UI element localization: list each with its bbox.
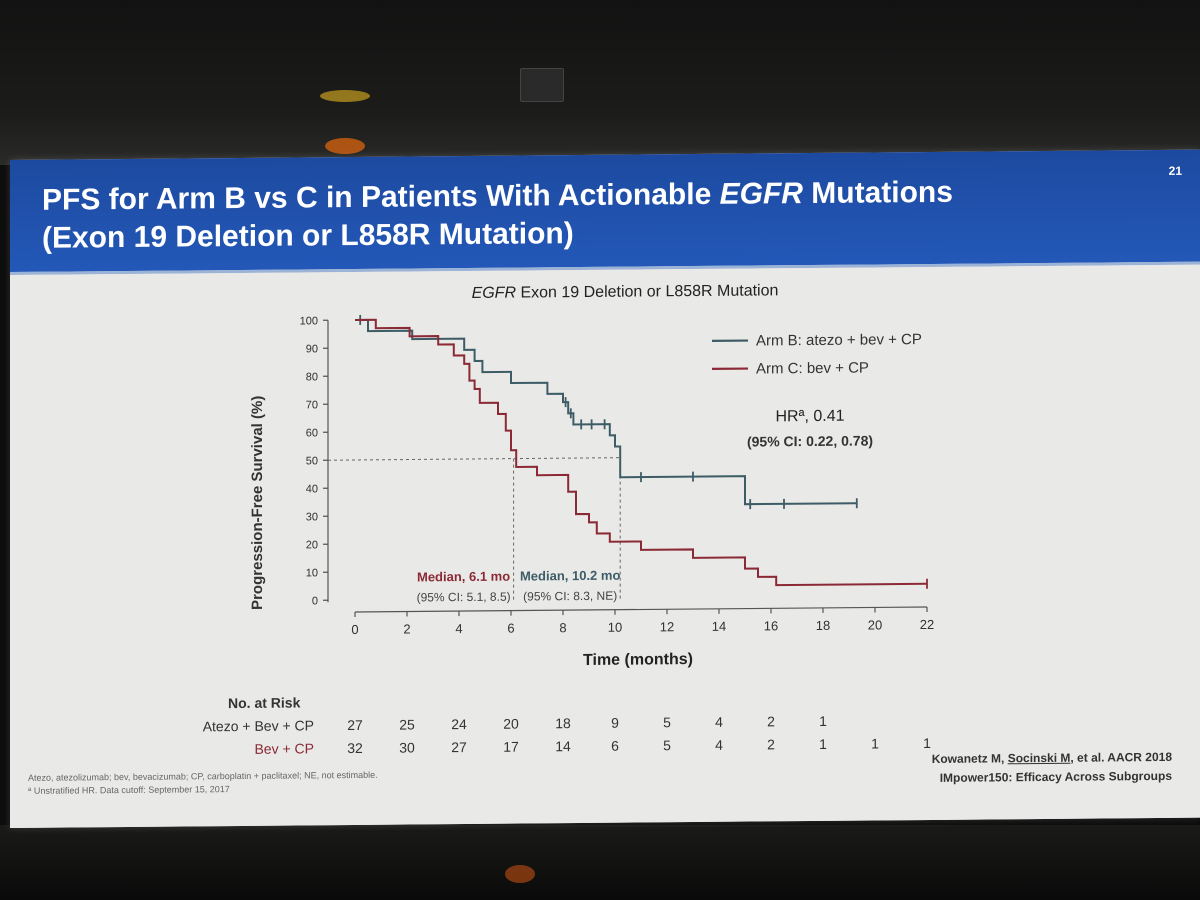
x-axis-label: Time (months)	[583, 651, 693, 669]
presentation-slide: PFS for Arm B vs C in Patients With Acti…	[10, 149, 1200, 829]
x-tick-label: 14	[712, 619, 726, 634]
y-tick-label: 10	[306, 567, 318, 579]
y-tick-label: 50	[306, 455, 318, 467]
slide-header: PFS for Arm B vs C in Patients With Acti…	[10, 149, 1200, 275]
citation-line-1: Kowanetz M, Socinski M, et al. AACR 2018	[931, 749, 1172, 766]
y-tick-label: 40	[306, 483, 318, 495]
y-axis-label: Progression-Free Survival (%)	[249, 396, 266, 610]
x-tick-label: 18	[816, 618, 830, 633]
risk-value-arm-c: 17	[503, 738, 519, 755]
risk-value-arm-b: 25	[399, 716, 415, 733]
median-labels: Median, 6.1 mo (95% CI: 5.1, 8.5) Median, …	[417, 568, 621, 605]
risk-value-arm-c: 6	[611, 737, 619, 754]
risk-value-arm-c: 4	[715, 736, 723, 753]
x-tick-label: 12	[660, 619, 674, 634]
stage-light	[320, 90, 370, 102]
title-subline: (Exon 19 Deletion or L858R Mutation)	[42, 217, 574, 255]
median-ci: (95% CI: 5.1, 8.5)	[417, 590, 511, 605]
hazard-ratio: HRª, 0.41	[775, 408, 844, 426]
legend-label-arm-b: Arm B: atezo + bev + CP	[756, 331, 922, 349]
x-tick-label: 6	[507, 621, 514, 636]
risk-value-arm-b: 27	[347, 716, 363, 734]
risk-value-arm-c: 2	[767, 736, 775, 753]
y-tick-label: 90	[306, 343, 318, 355]
y-tick-label: 100	[300, 315, 318, 327]
x-tick-label: 2	[403, 622, 410, 637]
x-tick-label: 8	[559, 620, 566, 635]
risk-value-arm-b: 4	[715, 713, 723, 730]
median-guides	[328, 457, 621, 601]
hazard-ratio-ci: (95% CI: 0.22, 0.78)	[747, 432, 873, 449]
risk-row-label-arm-c: Bev + CP	[254, 740, 314, 757]
y-tick-label: 0	[312, 595, 318, 607]
stage-light	[325, 138, 365, 154]
median-label: Median, 6.1 mo	[417, 569, 510, 585]
axes: 0 10 20 30 40 50 60 70 80 90 100 0 2 4 6 8 10 12 14 16 18 20 2…	[300, 315, 935, 637]
arm-b-curve	[355, 318, 857, 506]
legend: Arm B: atezo + bev + CP Arm C: bev + CP	[712, 331, 922, 378]
y-tick-label: 80	[306, 371, 318, 383]
y-tick-label: 30	[306, 511, 318, 523]
floor-light	[505, 865, 535, 883]
footnotes: Atezo, atezolizumab; bev, bevacizumab; C…	[28, 769, 378, 798]
title-gene: EGFR	[719, 177, 803, 211]
risk-value-arm-b: 5	[663, 714, 671, 731]
title-text-end: Mutations	[802, 175, 953, 211]
km-chart: EGFR Exon 19 Deletion or L858R Mutation …	[249, 282, 935, 669]
median-50-guide	[328, 457, 621, 461]
legend-label-arm-c: Arm C: bev + CP	[756, 360, 869, 378]
risk-value-arm-c: 30	[399, 739, 415, 756]
risk-value-arm-c: 1	[923, 734, 931, 752]
risk-table-title: No. at Risk	[228, 694, 301, 712]
risk-value-arm-b: 9	[611, 714, 619, 731]
median-label: Median, 10.2 mo	[520, 568, 620, 584]
risk-value-arm-b: 20	[503, 715, 519, 732]
risk-value-arm-c: 14	[555, 738, 571, 755]
arm-c-curve	[355, 318, 927, 587]
citation: Kowanetz M, Socinski M, et al. AACR 2018…	[932, 748, 1172, 788]
footnote-a: ª Unstratified HR. Data cutoff: Septembe…	[28, 784, 230, 796]
x-axis-line	[355, 606, 927, 613]
risk-value-arm-b: 18	[555, 715, 571, 732]
y-tick-label: 60	[306, 427, 318, 439]
exit-sign	[520, 68, 564, 102]
page-number: 21	[1168, 163, 1182, 178]
slide-title: PFS for Arm B vs C in Patients With Acti…	[42, 173, 1062, 258]
chart-panel: EGFR Exon 19 Deletion or L858R Mutation …	[10, 264, 1200, 829]
survival-curves	[355, 314, 928, 589]
y-tick-label: 20	[306, 539, 318, 551]
risk-value-arm-c: 5	[663, 737, 671, 754]
risk-row-label-arm-b: Atezo + Bev + CP	[202, 717, 314, 735]
auditorium-floor	[0, 825, 1200, 900]
risk-value-arm-c: 32	[347, 739, 363, 757]
x-tick-label: 10	[608, 620, 622, 635]
x-tick-label: 22	[920, 617, 934, 632]
x-tick-label: 16	[764, 618, 778, 633]
risk-value-arm-c: 27	[451, 739, 467, 756]
median-ci: (95% CI: 8.3, NE)	[523, 589, 617, 604]
y-tick-label: 70	[306, 399, 318, 411]
citation-line-2: IMpower150: Efficacy Across Subgroups	[939, 768, 1172, 785]
x-tick-label: 0	[351, 622, 358, 637]
risk-value-arm-c: 1	[871, 735, 879, 752]
risk-value-arm-b: 2	[767, 713, 775, 730]
x-tick-label: 4	[455, 621, 462, 636]
title-text: PFS for Arm B vs C in Patients With Acti…	[42, 177, 720, 217]
risk-value-arm-c: 1	[819, 735, 827, 752]
risk-value-arm-b: 1	[819, 712, 827, 729]
chart-title: EGFR Exon 19 Deletion or L858R Mutation	[472, 282, 779, 302]
risk-value-arm-b: 24	[451, 716, 467, 733]
auditorium-background	[0, 0, 1200, 165]
x-tick-label: 20	[868, 617, 882, 632]
